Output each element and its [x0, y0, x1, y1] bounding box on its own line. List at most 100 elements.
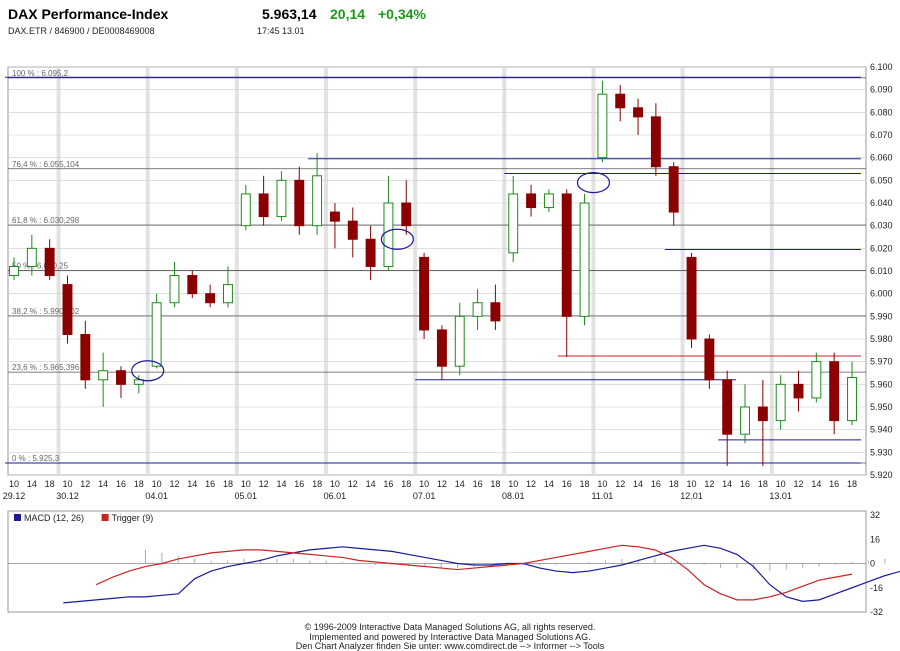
y-tick-label: 6.060	[870, 153, 893, 163]
quote-time: 17:45 13.01	[257, 26, 305, 36]
candle-body	[133, 379, 144, 385]
x-hour-label: 12	[794, 479, 804, 489]
candle-body	[757, 406, 768, 422]
x-hour-label: 10	[62, 479, 72, 489]
gap-marker	[380, 228, 414, 250]
candle-body	[44, 247, 55, 277]
gap-marker	[131, 360, 165, 382]
candle-body	[811, 361, 822, 399]
y-tick-label: 5.950	[870, 402, 893, 412]
fib-level-label: 76,4 % : 6.055,104	[12, 160, 80, 169]
x-hour-label: 10	[776, 479, 786, 489]
powered-by-text: Implemented and powered by Interactive D…	[309, 632, 591, 642]
x-date-label: 29.12	[3, 491, 26, 501]
y-tick-label: 6.010	[870, 266, 893, 276]
x-hour-label: 10	[152, 479, 162, 489]
candle-body	[347, 220, 358, 240]
x-date-label: 12.01	[680, 491, 703, 501]
candle-body	[615, 93, 626, 109]
x-hour-label: 18	[45, 479, 55, 489]
y-tick-label: 6.100	[870, 62, 893, 72]
x-date-label: 30.12	[56, 491, 79, 501]
last-price: 5.963,14	[262, 6, 317, 22]
candle-body	[62, 284, 73, 335]
y-tick-label: 5.980	[870, 334, 893, 344]
x-hour-label: 12	[259, 479, 269, 489]
x-hour-label: 16	[562, 479, 572, 489]
x-hour-label: 14	[187, 479, 197, 489]
candle-body	[847, 377, 857, 422]
x-hour-label: 14	[811, 479, 821, 489]
candle-body	[490, 302, 501, 322]
y-tick-label: 6.030	[870, 221, 893, 231]
x-hour-label: 12	[526, 479, 536, 489]
y-tick-label: 6.080	[870, 107, 893, 117]
candle-body	[312, 175, 323, 227]
chart-title: DAX Performance-Index	[8, 6, 169, 22]
x-hour-label: 14	[98, 479, 108, 489]
candle-body	[722, 379, 733, 435]
candle-body	[383, 202, 394, 267]
legend-label: MACD (12, 26)	[24, 513, 84, 523]
candle-body	[793, 383, 804, 399]
x-hour-label: 12	[704, 479, 714, 489]
x-hour-label: 12	[169, 479, 179, 489]
x-hour-label: 12	[80, 479, 90, 489]
fib-level-label: 0 % : 5.925,3	[12, 454, 60, 463]
x-hour-label: 10	[687, 479, 697, 489]
x-hour-label: 18	[490, 479, 500, 489]
x-hour-label: 18	[580, 479, 590, 489]
x-hour-label: 16	[116, 479, 126, 489]
x-hour-label: 10	[419, 479, 429, 489]
fib-level-label: 23,6 % : 5.965,396	[12, 363, 80, 372]
candle-body	[668, 166, 679, 213]
candle-body	[329, 211, 340, 222]
x-hour-label: 16	[829, 479, 839, 489]
x-hour-label: 18	[401, 479, 411, 489]
candle-body	[526, 193, 537, 209]
x-hour-label: 14	[633, 479, 643, 489]
candle-body	[223, 284, 233, 304]
x-hour-label: 14	[276, 479, 286, 489]
x-hour-label: 10	[597, 479, 607, 489]
candle-body	[240, 193, 251, 227]
x-date-label: 05.01	[235, 491, 258, 501]
gap-marker	[576, 172, 611, 194]
x-hour-label: 10	[241, 479, 251, 489]
candle-body	[472, 302, 483, 317]
x-date-label: 08.01	[502, 491, 525, 501]
macd-y-tick-label: -16	[870, 583, 883, 593]
candle-body	[187, 275, 198, 295]
macd-y-tick-label: 32	[870, 510, 880, 520]
instrument-identifiers: DAX.ETR / 846900 / DE0008469008	[8, 26, 155, 36]
chart-analyzer-link-text[interactable]: Den Chart Analyzer finden Sie unter: www…	[295, 641, 605, 651]
fib-level-label: 38,2 % : 5.990,202	[12, 307, 80, 316]
candle-body	[543, 193, 554, 209]
y-tick-label: 5.990	[870, 311, 893, 321]
candle-body	[740, 406, 750, 435]
y-tick-label: 6.050	[870, 175, 893, 185]
x-hour-label: 16	[205, 479, 215, 489]
x-hour-label: 14	[455, 479, 465, 489]
y-tick-label: 5.930	[870, 447, 893, 457]
candle-body	[454, 315, 465, 367]
candle-body	[775, 383, 786, 422]
x-hour-label: 10	[9, 479, 19, 489]
candle-body	[169, 275, 180, 304]
y-tick-label: 6.090	[870, 85, 893, 95]
fib-level-label: 61,8 % : 6.030,298	[12, 216, 80, 225]
candle-body	[365, 238, 376, 267]
legend-swatch	[14, 514, 21, 521]
candle-body	[294, 179, 305, 227]
x-hour-label: 16	[651, 479, 661, 489]
candle-body	[276, 179, 287, 218]
x-hour-label: 16	[740, 479, 750, 489]
candle-body	[151, 302, 162, 367]
fib-level-label: 100 % : 6.095,2	[12, 69, 69, 78]
x-hour-label: 16	[294, 479, 304, 489]
x-hour-label: 16	[383, 479, 393, 489]
candle-body	[258, 193, 269, 218]
x-hour-label: 18	[669, 479, 679, 489]
y-tick-label: 5.960	[870, 379, 893, 389]
